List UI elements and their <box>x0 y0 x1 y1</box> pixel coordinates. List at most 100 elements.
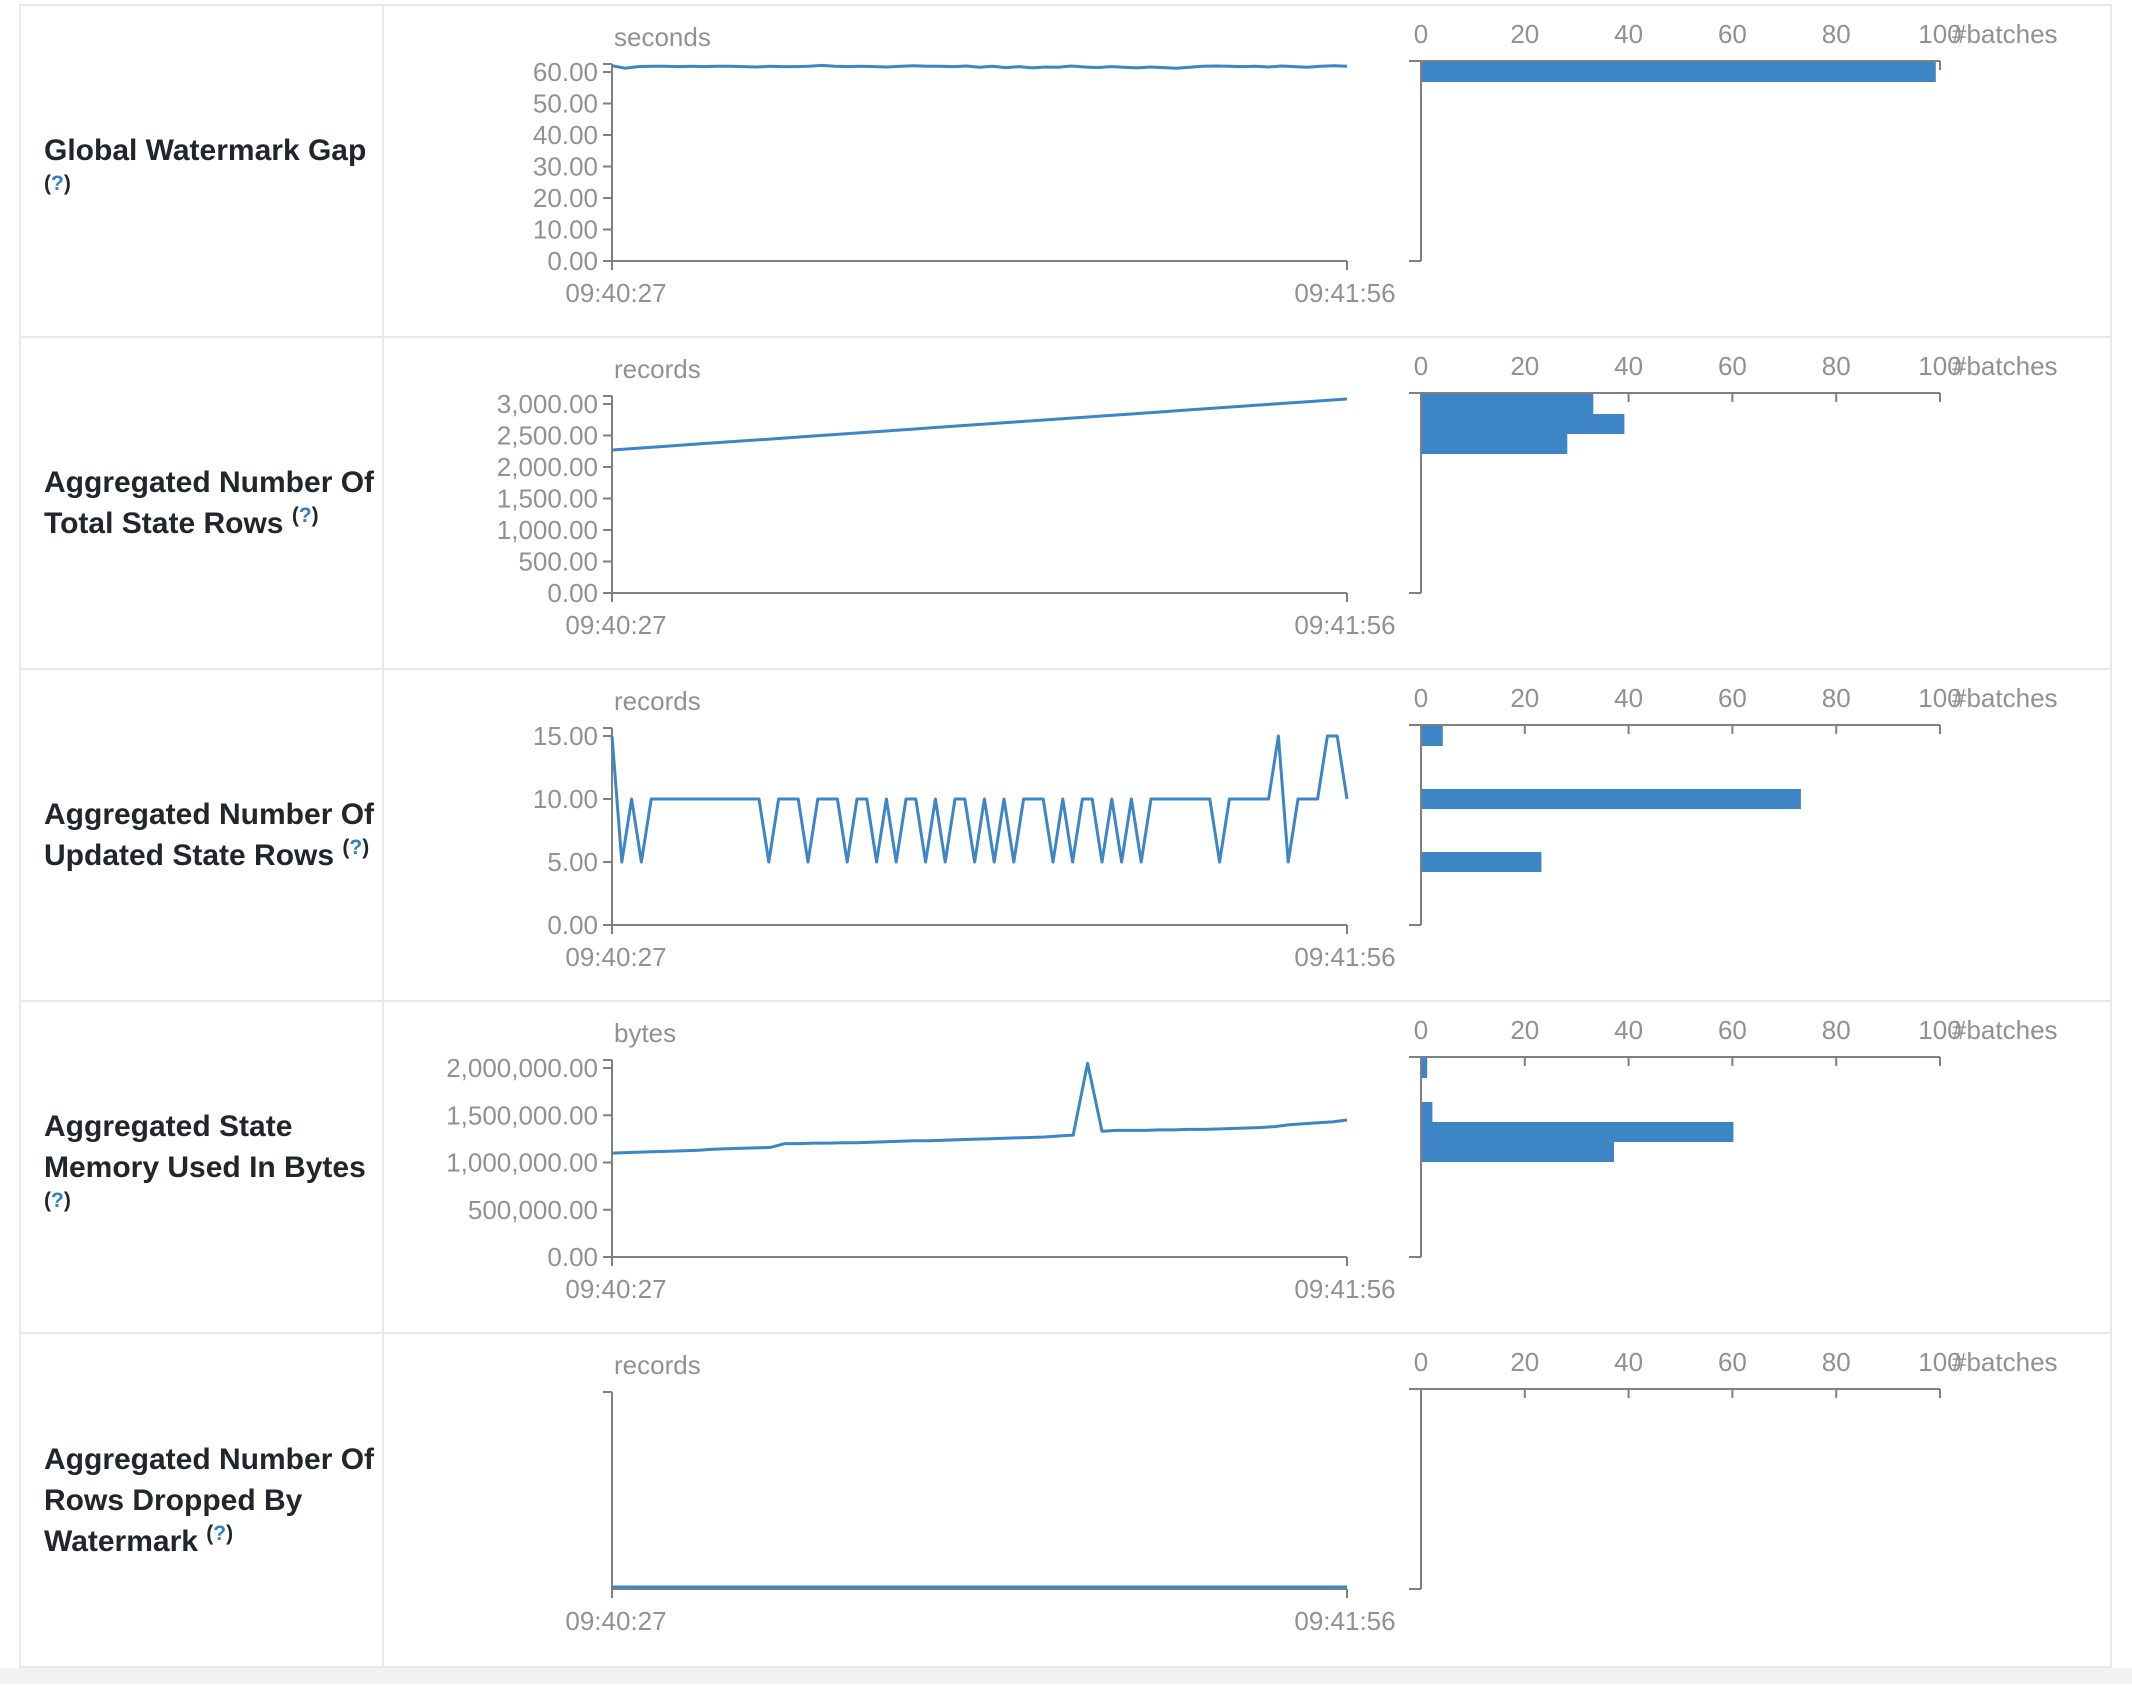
metric-row: Aggregated State Memory Used In Bytes (?) b… <box>21 1002 2110 1334</box>
histogram-bar <box>1422 1122 1734 1142</box>
histogram-x-tick-label: 20 <box>1510 1015 1539 1045</box>
timeline-y-tick-label: 0.00 <box>547 1242 598 1272</box>
histogram-bar <box>1422 1142 1614 1162</box>
metric-charts: bytes 2,000,000.00 1,500,000.00 1,000,000.0… <box>384 1002 2110 1332</box>
help-link[interactable]: ? <box>51 1188 64 1212</box>
histogram-x-tick-label: 20 <box>1510 19 1539 49</box>
histogram-x-tick-label: 40 <box>1614 1015 1643 1045</box>
timeline-x-end-label: 09:41:56 <box>1294 610 1395 640</box>
histogram-x-tick-label: 0 <box>1414 1347 1428 1377</box>
timeline-y-tick-label: 2,000.00 <box>497 452 598 482</box>
timeline-y-tick-label: 10.00 <box>533 784 598 814</box>
metric-charts: seconds 60.00 50.00 40.00 30.00 20.00 10.00 0.0… <box>384 6 2110 336</box>
timeline-y-tick-label: 30.00 <box>533 152 598 182</box>
timeline-y-tick-label: 3,000.00 <box>497 389 598 419</box>
metric-label-line: Aggregated Number Of <box>44 1442 375 1476</box>
help-marker: (?) <box>206 1521 234 1545</box>
histogram-bar <box>1422 789 1801 809</box>
timeline-y-tick-label: 1,000.00 <box>497 515 598 545</box>
timeline-y-tick-label: 10.00 <box>533 215 598 245</box>
histogram-x-tick-label: 100 <box>1918 19 1961 49</box>
histogram-bar <box>1422 726 1443 746</box>
histogram-x-tick-label: 0 <box>1414 351 1428 381</box>
histogram-bar <box>1422 414 1625 434</box>
histogram-x-tick-label: 60 <box>1718 19 1747 49</box>
timeline-y-tick-label: 2,000,000.00 <box>446 1053 598 1083</box>
histogram-bar <box>1422 852 1542 872</box>
timeline-unit-label: records <box>614 1350 701 1380</box>
help-link[interactable]: ? <box>213 1521 227 1545</box>
metric-label: Global Watermark Gap (?) <box>21 6 384 336</box>
help-link[interactable]: ? <box>349 836 363 859</box>
timeline-line <box>611 1061 1348 1155</box>
timeline-unit-label: records <box>614 686 701 716</box>
timeline-x-start-label: 09:40:27 <box>565 610 666 640</box>
metric-label: Aggregated State Memory Used In Bytes (?) <box>21 1002 384 1332</box>
histogram-x-tick-label: 100 <box>1918 1347 1961 1377</box>
metric-row: Aggregated Number Of Updated State Rows (… <box>21 670 2110 1002</box>
histogram-x-tick-label: 100 <box>1918 351 1961 381</box>
timeline-and-histogram-svg: seconds 60.0050.0040.0030.0020.0010.000.0… <box>533 19 2058 308</box>
histogram-unit-label: #batches <box>1952 351 2058 381</box>
metric-label: Aggregated Number Of Updated State Rows (… <box>21 670 384 1000</box>
histogram-unit-label: #batches <box>1952 1347 2058 1377</box>
metric-label-line: Aggregated Number Of <box>44 798 375 831</box>
histogram-bar <box>1422 1058 1428 1078</box>
timeline-x-end-label: 09:41:56 <box>1294 942 1395 972</box>
metric-row: Global Watermark Gap (?) seconds 60.00 50.00… <box>21 6 2110 338</box>
timeline-y-tick-label: 1,500.00 <box>497 484 598 514</box>
timeline-unit-label: bytes <box>614 1018 676 1048</box>
page-background-strip <box>0 1668 2132 1684</box>
metric-row: Aggregated Number Of Total State Rows (?)… <box>21 338 2110 670</box>
help-marker: (?) <box>342 836 370 859</box>
metric-label: Aggregated Number Of Rows Dropped By Water… <box>21 1334 384 1666</box>
help-link[interactable]: ? <box>51 172 64 195</box>
timeline-y-tick-label: 40.00 <box>533 120 598 150</box>
timeline-x-end-label: 09:41:56 <box>1294 1274 1395 1304</box>
timeline-y-tick-label: 5.00 <box>547 847 598 877</box>
timeline-y-tick-label: 15.00 <box>533 721 598 751</box>
timeline-y-tick-label: 500.00 <box>518 547 598 577</box>
histogram-x-tick-label: 60 <box>1718 1347 1747 1377</box>
metric-label-line: Memory Used In Bytes <box>44 1150 366 1184</box>
metric-label-line: Updated State Rows (?) <box>44 836 370 872</box>
timeline-and-histogram-svg: records 09:40:27 09:41:56 0 20 40 60 80 100#batc… <box>565 1347 2058 1636</box>
timeline-line <box>610 734 1349 864</box>
timeline-and-histogram-svg: bytes 2,000,000.00 1,500,000.00 1,000,000.0… <box>446 1015 2058 1304</box>
timeline-y-tick-label: 0.00 <box>547 578 598 608</box>
timeline-x-start-label: 09:40:27 <box>565 942 666 972</box>
metric-label: Aggregated Number Of Total State Rows (?) <box>21 338 384 668</box>
timeline-unit-label: records <box>614 354 701 384</box>
timeline-and-histogram-svg: records3,000.002,500.002,000.001,500.001… <box>497 351 2058 640</box>
histogram-x-tick-label: 100 <box>1918 683 1961 713</box>
timeline-y-tick-label: 20.00 <box>533 183 598 213</box>
histogram-bar <box>1422 1102 1433 1122</box>
histogram-unit-label: #batches <box>1952 1015 2058 1045</box>
histogram-x-tick-label: 80 <box>1822 683 1851 713</box>
histogram-x-tick-label: 80 <box>1822 351 1851 381</box>
histogram-x-tick-label: 60 <box>1718 683 1747 713</box>
histogram-x-tick-label: 100 <box>1918 1015 1961 1045</box>
histogram-x-tick-label: 0 <box>1414 19 1428 49</box>
histogram-x-tick-label: 20 <box>1510 1347 1539 1377</box>
timeline-y-tick-label: 2,500.00 <box>497 421 598 451</box>
timeline-y-tick-label: 0.00 <box>547 910 598 940</box>
histogram-x-tick-label: 60 <box>1718 1015 1747 1045</box>
timeline-line <box>611 397 1348 452</box>
help-marker: (?) <box>291 504 319 527</box>
metric-row: Aggregated Number Of Rows Dropped By Water… <box>21 1334 2110 1666</box>
histogram-x-tick-label: 0 <box>1414 683 1428 713</box>
metric-label-line: Watermark (?) <box>44 1521 234 1558</box>
timeline-line <box>611 63 1348 70</box>
histogram-x-tick-label: 60 <box>1718 351 1747 381</box>
histogram-x-tick-label: 80 <box>1822 1347 1851 1377</box>
timeline-y-tick-label: 1,500,000.00 <box>446 1100 598 1130</box>
histogram-x-tick-label: 40 <box>1614 683 1643 713</box>
metric-label-line: Total State Rows (?) <box>44 504 319 540</box>
histogram-x-tick-label: 40 <box>1614 1347 1643 1377</box>
histogram-x-tick-label: 0 <box>1414 1015 1428 1045</box>
timeline-y-tick-label: 1,000,000.00 <box>446 1148 598 1178</box>
histogram-bar <box>1422 62 1936 82</box>
help-link[interactable]: ? <box>298 504 312 527</box>
